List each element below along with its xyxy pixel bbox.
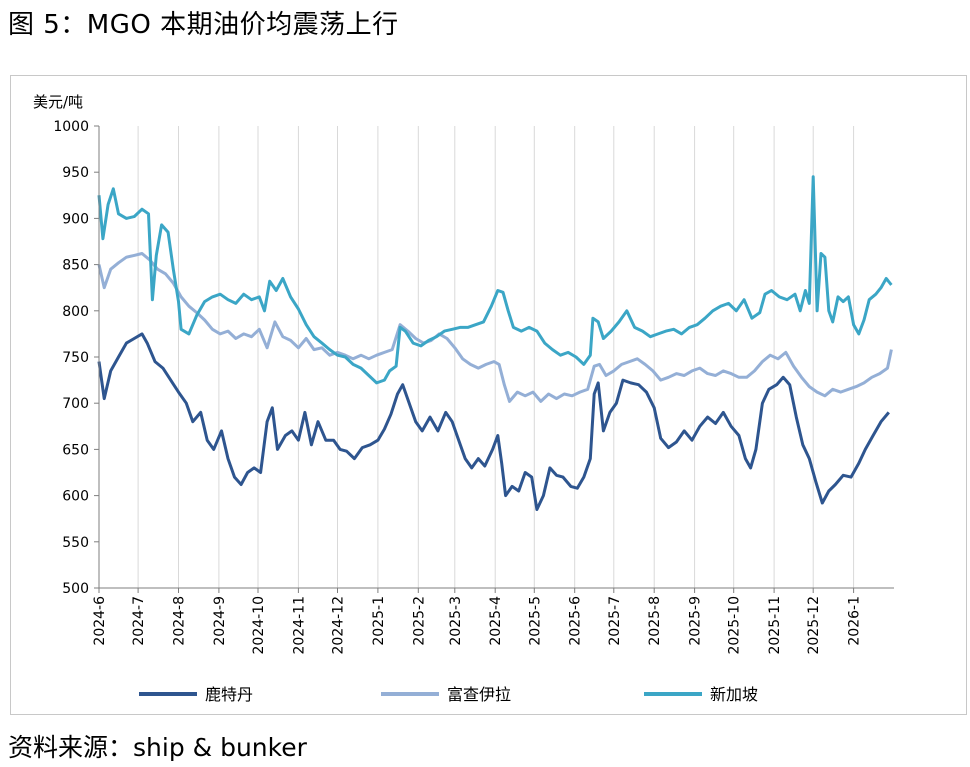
legend: 鹿特丹 富查伊拉 新加坡 — [139, 685, 758, 704]
series-line-2 — [97, 175, 893, 385]
y-axis-label: 美元/吨 — [33, 93, 83, 111]
y-tick-label: 1000 — [53, 119, 89, 135]
x-tick-label: 2025-4 — [488, 596, 504, 646]
source-note: 资料来源：ship & bunker — [8, 733, 307, 762]
line-chart: 美元/吨 1000950900850800750700650600550500 … — [33, 93, 894, 704]
x-tick-labels: 2024-6 2024-7 2024-8 2024-9 2024-10 2024-11 20… — [92, 596, 863, 655]
x-tick-label: 2025-5 — [527, 596, 543, 646]
y-tick-label: 800 — [62, 304, 89, 320]
x-tick-label: 2024-12 — [331, 596, 347, 655]
x-tick-label: 2025-11 — [767, 596, 783, 655]
x-tick-label: 2024-6 — [92, 596, 108, 646]
x-tick-label: 2024-9 — [212, 596, 228, 646]
y-tick-label: 700 — [62, 396, 89, 412]
x-tick-label: 2025-6 — [568, 596, 584, 646]
x-tick-label: 2026-1 — [847, 596, 863, 646]
legend-label-0: 鹿特丹 — [205, 685, 253, 704]
x-tick-label: 2024-8 — [172, 596, 188, 646]
y-tick-labels: 1000 950 900 850 800 750 700 650 600 550 500 — [53, 119, 99, 597]
x-tick-label: 2025-1 — [371, 596, 387, 646]
chart-frame: 美元/吨 1000 950 900 850 800 750 700 650 600 550 500 … — [10, 75, 967, 715]
y-tick-label: 500 — [62, 581, 89, 597]
series-lines — [97, 175, 893, 511]
legend-label-2: 新加坡 — [710, 685, 758, 704]
legend-label-1: 富查伊拉 — [447, 685, 511, 704]
x-tick-label: 2025-12 — [806, 596, 822, 655]
y-tick-label: 550 — [62, 535, 89, 551]
figure-title: 图 5：MGO 本期油价均震荡上行 — [8, 10, 399, 40]
y-tick-label: 850 — [62, 258, 89, 274]
series-line-0 — [97, 332, 890, 511]
y-tick-label: 650 — [62, 442, 89, 458]
x-tick-label: 2024-7 — [131, 596, 147, 646]
series-line-1 — [97, 252, 893, 403]
x-tick-label: 2025-10 — [727, 596, 743, 655]
x-tick-label: 2025-3 — [448, 596, 464, 646]
y-tick-label: 900 — [62, 211, 89, 227]
x-tick-label: 2025-8 — [647, 596, 663, 646]
x-tick-label: 2025-7 — [607, 596, 623, 646]
y-tick-label: 950 — [62, 165, 89, 181]
x-tick-label: 2025-2 — [411, 596, 427, 646]
x-tick-label: 2024-10 — [251, 596, 267, 655]
y-tick-label: 750 — [62, 350, 89, 366]
grid-lines — [98, 126, 855, 593]
y-tick-label: 600 — [62, 489, 89, 505]
x-tick-label: 2025-9 — [688, 596, 704, 646]
x-tick-label: 2024-11 — [291, 596, 307, 655]
